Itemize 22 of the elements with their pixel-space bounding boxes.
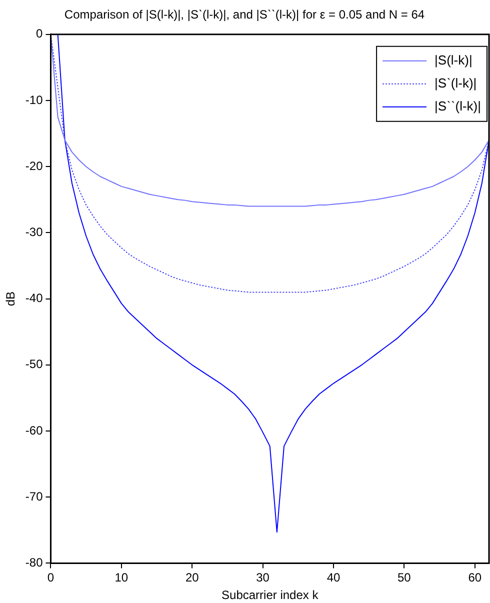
x-tick-label: 30	[256, 570, 270, 585]
y-tick-label: -10	[25, 92, 44, 107]
x-tick-label: 50	[397, 570, 412, 585]
legend-label: |S(l-k)|	[434, 52, 472, 68]
y-tick-label: 0	[36, 26, 44, 41]
y-tick-label: -50	[25, 357, 44, 372]
x-axis-title: Subcarrier index k	[222, 588, 320, 602]
legend-label: |Sˋˋ(l-k)|	[434, 98, 482, 114]
x-tick-label: 60	[468, 570, 482, 585]
chart-title: Comparison of |S(l-k)|, |Sˋ(l-k)|, and |Sˋˋ(l-k)| for ε = 0.05 and N = 64	[64, 8, 425, 22]
legend-label: |Sˋ(l-k)|	[434, 75, 477, 90]
y-tick-label: -80	[25, 556, 44, 570]
y-axis-title: dB	[4, 291, 18, 306]
y-tick-label: -20	[25, 158, 44, 173]
y-tick-label: -60	[25, 423, 44, 438]
y-tick-label: -40	[25, 291, 44, 306]
y-tick-label: -30	[25, 225, 44, 240]
x-tick-label: 0	[47, 570, 54, 585]
x-tick-label: 20	[185, 570, 200, 585]
x-tick-label: 40	[326, 570, 340, 585]
x-tick-label: 10	[114, 570, 128, 585]
y-tick-label: -70	[25, 489, 44, 504]
